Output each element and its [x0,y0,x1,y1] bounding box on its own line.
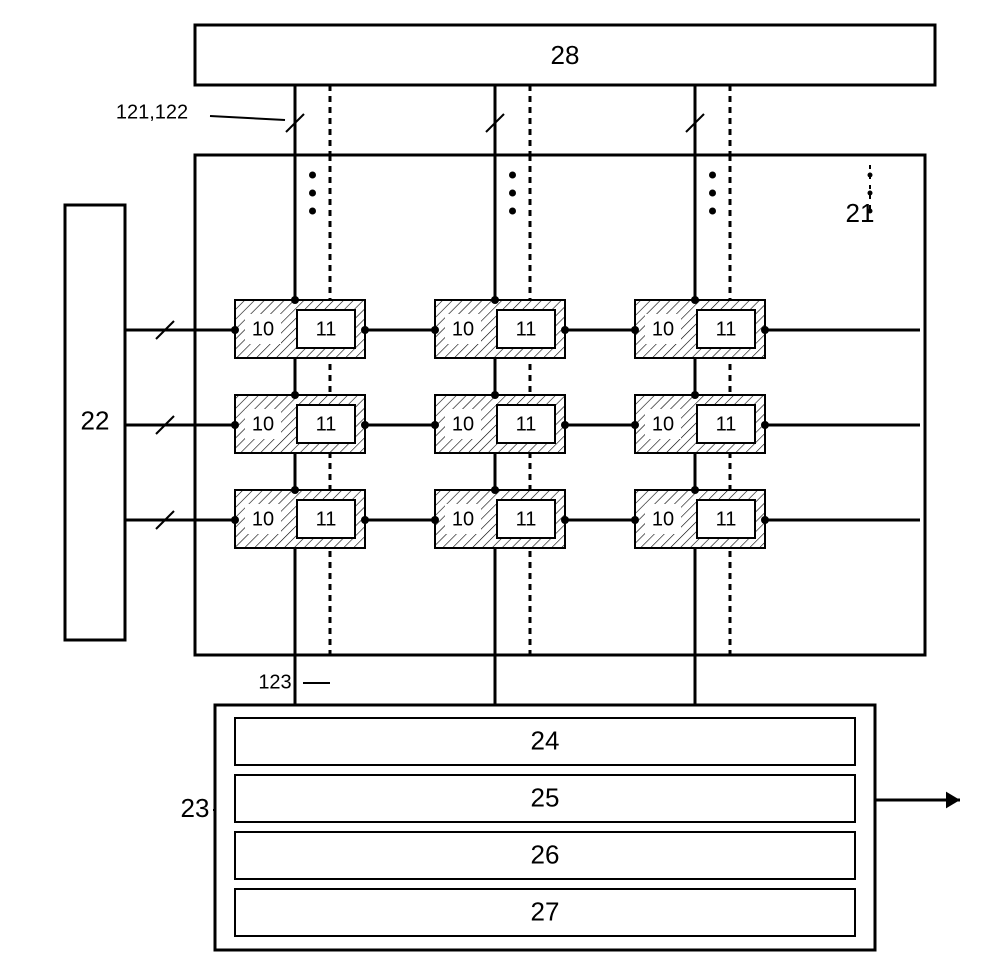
svg-text:24: 24 [531,725,560,755]
svg-text:28: 28 [551,40,580,70]
svg-text:10: 10 [652,508,674,530]
svg-text:10: 10 [252,413,274,435]
svg-text:11: 11 [516,413,537,435]
svg-text:11: 11 [516,318,537,340]
svg-text:11: 11 [316,413,337,435]
svg-text:10: 10 [252,318,274,340]
svg-text:27: 27 [531,896,560,926]
svg-text:10: 10 [452,508,474,530]
svg-text:11: 11 [716,413,737,435]
svg-text:10: 10 [652,318,674,340]
svg-text:10: 10 [452,318,474,340]
svg-text:11: 11 [716,508,737,530]
svg-text:· · ·: · · · [843,502,917,533]
svg-text:11: 11 [316,318,337,340]
svg-text:11: 11 [716,318,737,340]
svg-text:· · ·: · · · [843,312,917,343]
svg-text:26: 26 [531,839,560,869]
svg-text:11: 11 [516,508,537,530]
svg-text:121,122: 121,122 [116,101,188,123]
svg-text:· · ·: · · · [843,407,917,438]
svg-text:11: 11 [316,508,337,530]
svg-text:22: 22 [81,405,110,435]
svg-text:123: 123 [258,671,291,693]
svg-text:23: 23 [181,793,210,823]
svg-text:10: 10 [452,413,474,435]
svg-text:10: 10 [252,508,274,530]
svg-text:25: 25 [531,782,560,812]
svg-text:10: 10 [652,413,674,435]
